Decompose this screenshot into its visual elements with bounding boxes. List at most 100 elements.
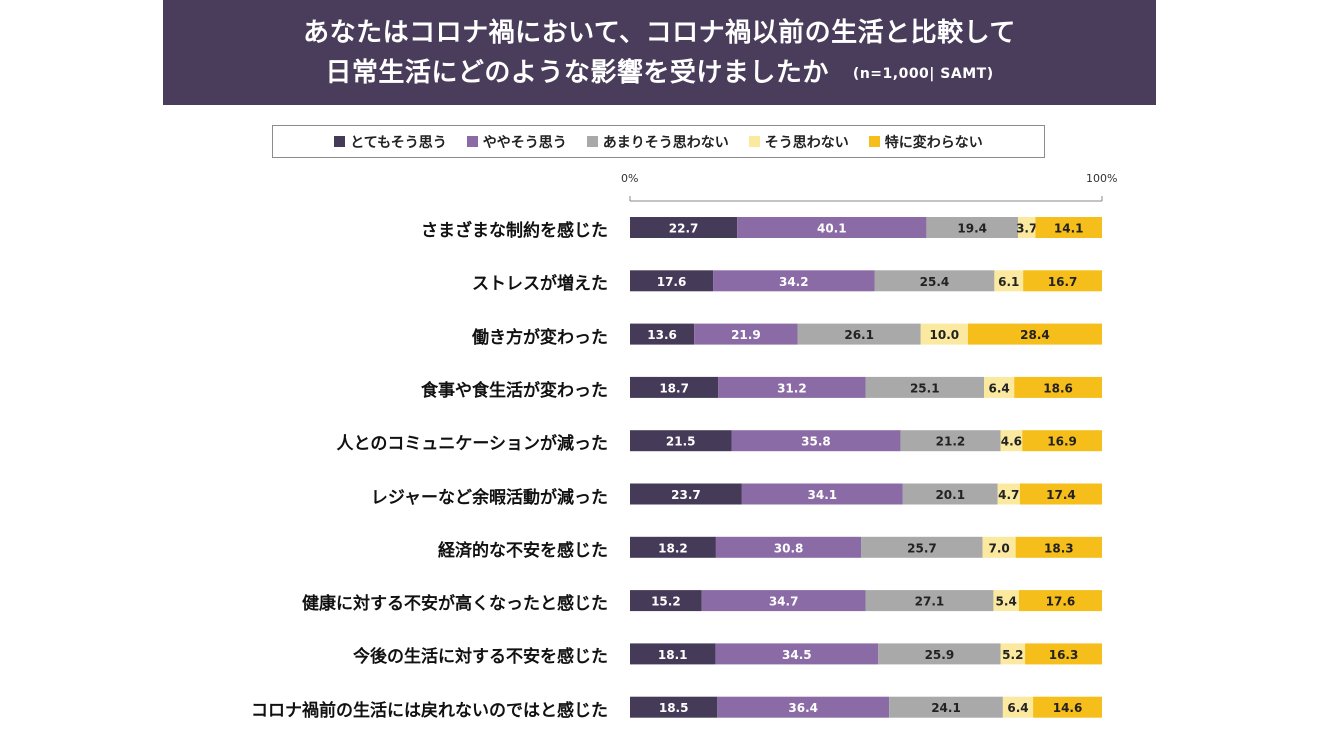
data-label: 6.4 — [1007, 701, 1028, 715]
data-label: 7.0 — [988, 541, 1009, 555]
data-label: 26.1 — [844, 328, 874, 342]
category-label: 働き方が変わった — [472, 327, 608, 348]
legend-label: 特に変わらない — [884, 134, 983, 151]
bar-segment — [630, 696, 718, 718]
axis-label-start: 0% — [621, 172, 639, 185]
legend-swatch — [466, 136, 478, 147]
bar-segment — [982, 536, 1016, 558]
data-label: 3.7 — [1016, 222, 1037, 236]
bar-segment — [1019, 483, 1102, 505]
data-label: 25.1 — [910, 381, 940, 395]
data-label: 25.4 — [920, 275, 950, 289]
bar-segment — [694, 323, 798, 345]
bar-segment — [630, 590, 702, 612]
data-label: 18.1 — [658, 648, 688, 662]
data-label: 23.7 — [671, 488, 701, 502]
bar-segment — [865, 590, 994, 612]
data-label: 17.4 — [1046, 488, 1076, 502]
bar-segment — [715, 536, 862, 558]
category-label: コロナ禍前の生活には戻れないのではと感じた — [251, 700, 608, 721]
data-label: 21.9 — [731, 328, 761, 342]
bar-segment — [797, 323, 921, 345]
legend-label: そう思わない — [764, 134, 849, 151]
data-label: 15.2 — [651, 595, 681, 609]
data-label: 16.7 — [1048, 275, 1078, 289]
data-label: 34.1 — [808, 488, 838, 502]
data-label: 16.9 — [1047, 435, 1077, 449]
data-label: 36.4 — [788, 701, 818, 715]
bar-segment — [861, 536, 983, 558]
bar-segment — [1000, 643, 1026, 665]
bar-segment — [997, 483, 1020, 505]
legend: とてもそう思う ややそう思う あまりそう思わない そう思わない 特に変わらない — [272, 125, 1045, 158]
data-label: 35.8 — [801, 435, 831, 449]
data-label: 18.5 — [659, 701, 689, 715]
legend-swatch — [334, 136, 346, 147]
data-label: 24.1 — [931, 701, 961, 715]
bar-segment — [865, 376, 984, 398]
data-label: 30.8 — [774, 541, 804, 555]
bar-segment — [630, 483, 742, 505]
category-label: 経済的な不安を感じた — [438, 540, 608, 561]
bar-segment — [1014, 376, 1102, 398]
category-label: 人とのコミュニケーションが減った — [336, 434, 609, 455]
bar-segment — [1018, 590, 1102, 612]
data-label: 17.6 — [657, 275, 687, 289]
bar-segment — [718, 376, 866, 398]
legend-swatch — [586, 136, 598, 147]
legend-label: ややそう思う — [482, 134, 567, 151]
bar-segment — [1015, 536, 1102, 558]
bar-segment — [630, 323, 695, 345]
bar-segment — [920, 323, 968, 345]
bar-segment — [630, 536, 716, 558]
legend-item: あまりそう思わない — [586, 132, 729, 152]
data-label: 40.1 — [817, 222, 847, 236]
axis-label-end: 100% — [1086, 172, 1118, 185]
bar-segment — [737, 217, 927, 238]
data-label: 25.7 — [907, 541, 937, 555]
data-label: 25.9 — [925, 648, 955, 662]
data-label: 19.4 — [957, 222, 987, 236]
bar-segment — [630, 270, 714, 292]
data-label: 18.2 — [658, 541, 688, 555]
bar-segment — [1022, 430, 1102, 452]
data-label: 27.1 — [915, 595, 945, 609]
bar-segment — [1025, 643, 1102, 665]
data-label: 13.6 — [647, 328, 677, 342]
data-label: 4.7 — [998, 488, 1019, 502]
bar-segment — [715, 643, 879, 665]
bar-segment — [1023, 270, 1102, 292]
bar-segment — [1000, 430, 1023, 452]
bar-segment — [717, 696, 890, 718]
bar-segment — [731, 430, 901, 452]
data-label: 6.1 — [998, 275, 1019, 289]
data-label: 14.6 — [1053, 701, 1083, 715]
data-label: 20.1 — [935, 488, 965, 502]
bar-segment — [630, 643, 716, 665]
bar-segment — [1033, 696, 1102, 718]
legend-swatch — [748, 136, 760, 147]
bar-segment — [900, 430, 1001, 452]
data-label: 4.6 — [1001, 435, 1022, 449]
data-label: 28.4 — [1020, 328, 1050, 342]
bar-segment — [630, 217, 738, 238]
bar-segment — [993, 590, 1019, 612]
data-label: 34.5 — [782, 648, 812, 662]
legend-item: とてもそう思う — [334, 132, 447, 152]
bar-segment — [967, 323, 1102, 345]
title-banner: あなたはコロナ禍において、コロナ禍以前の生活と比較して 日常生活にどのような影響… — [163, 0, 1156, 105]
bar-segment — [701, 590, 866, 612]
bar-segment — [1017, 217, 1036, 238]
legend-item: ややそう思う — [466, 132, 567, 152]
data-label: 21.5 — [666, 435, 696, 449]
category-label: 健康に対する不安が高くなったと感じた — [302, 594, 608, 615]
sample-size-note: (n=1,000| SAMT) — [852, 66, 994, 82]
category-label: 今後の生活に対する不安を感じた — [353, 647, 608, 668]
bar-segment — [630, 430, 732, 452]
bar-segment — [926, 217, 1018, 238]
data-label: 6.4 — [988, 381, 1009, 395]
data-label: 17.6 — [1046, 595, 1076, 609]
data-label: 22.7 — [669, 222, 699, 236]
data-label: 21.2 — [936, 435, 966, 449]
